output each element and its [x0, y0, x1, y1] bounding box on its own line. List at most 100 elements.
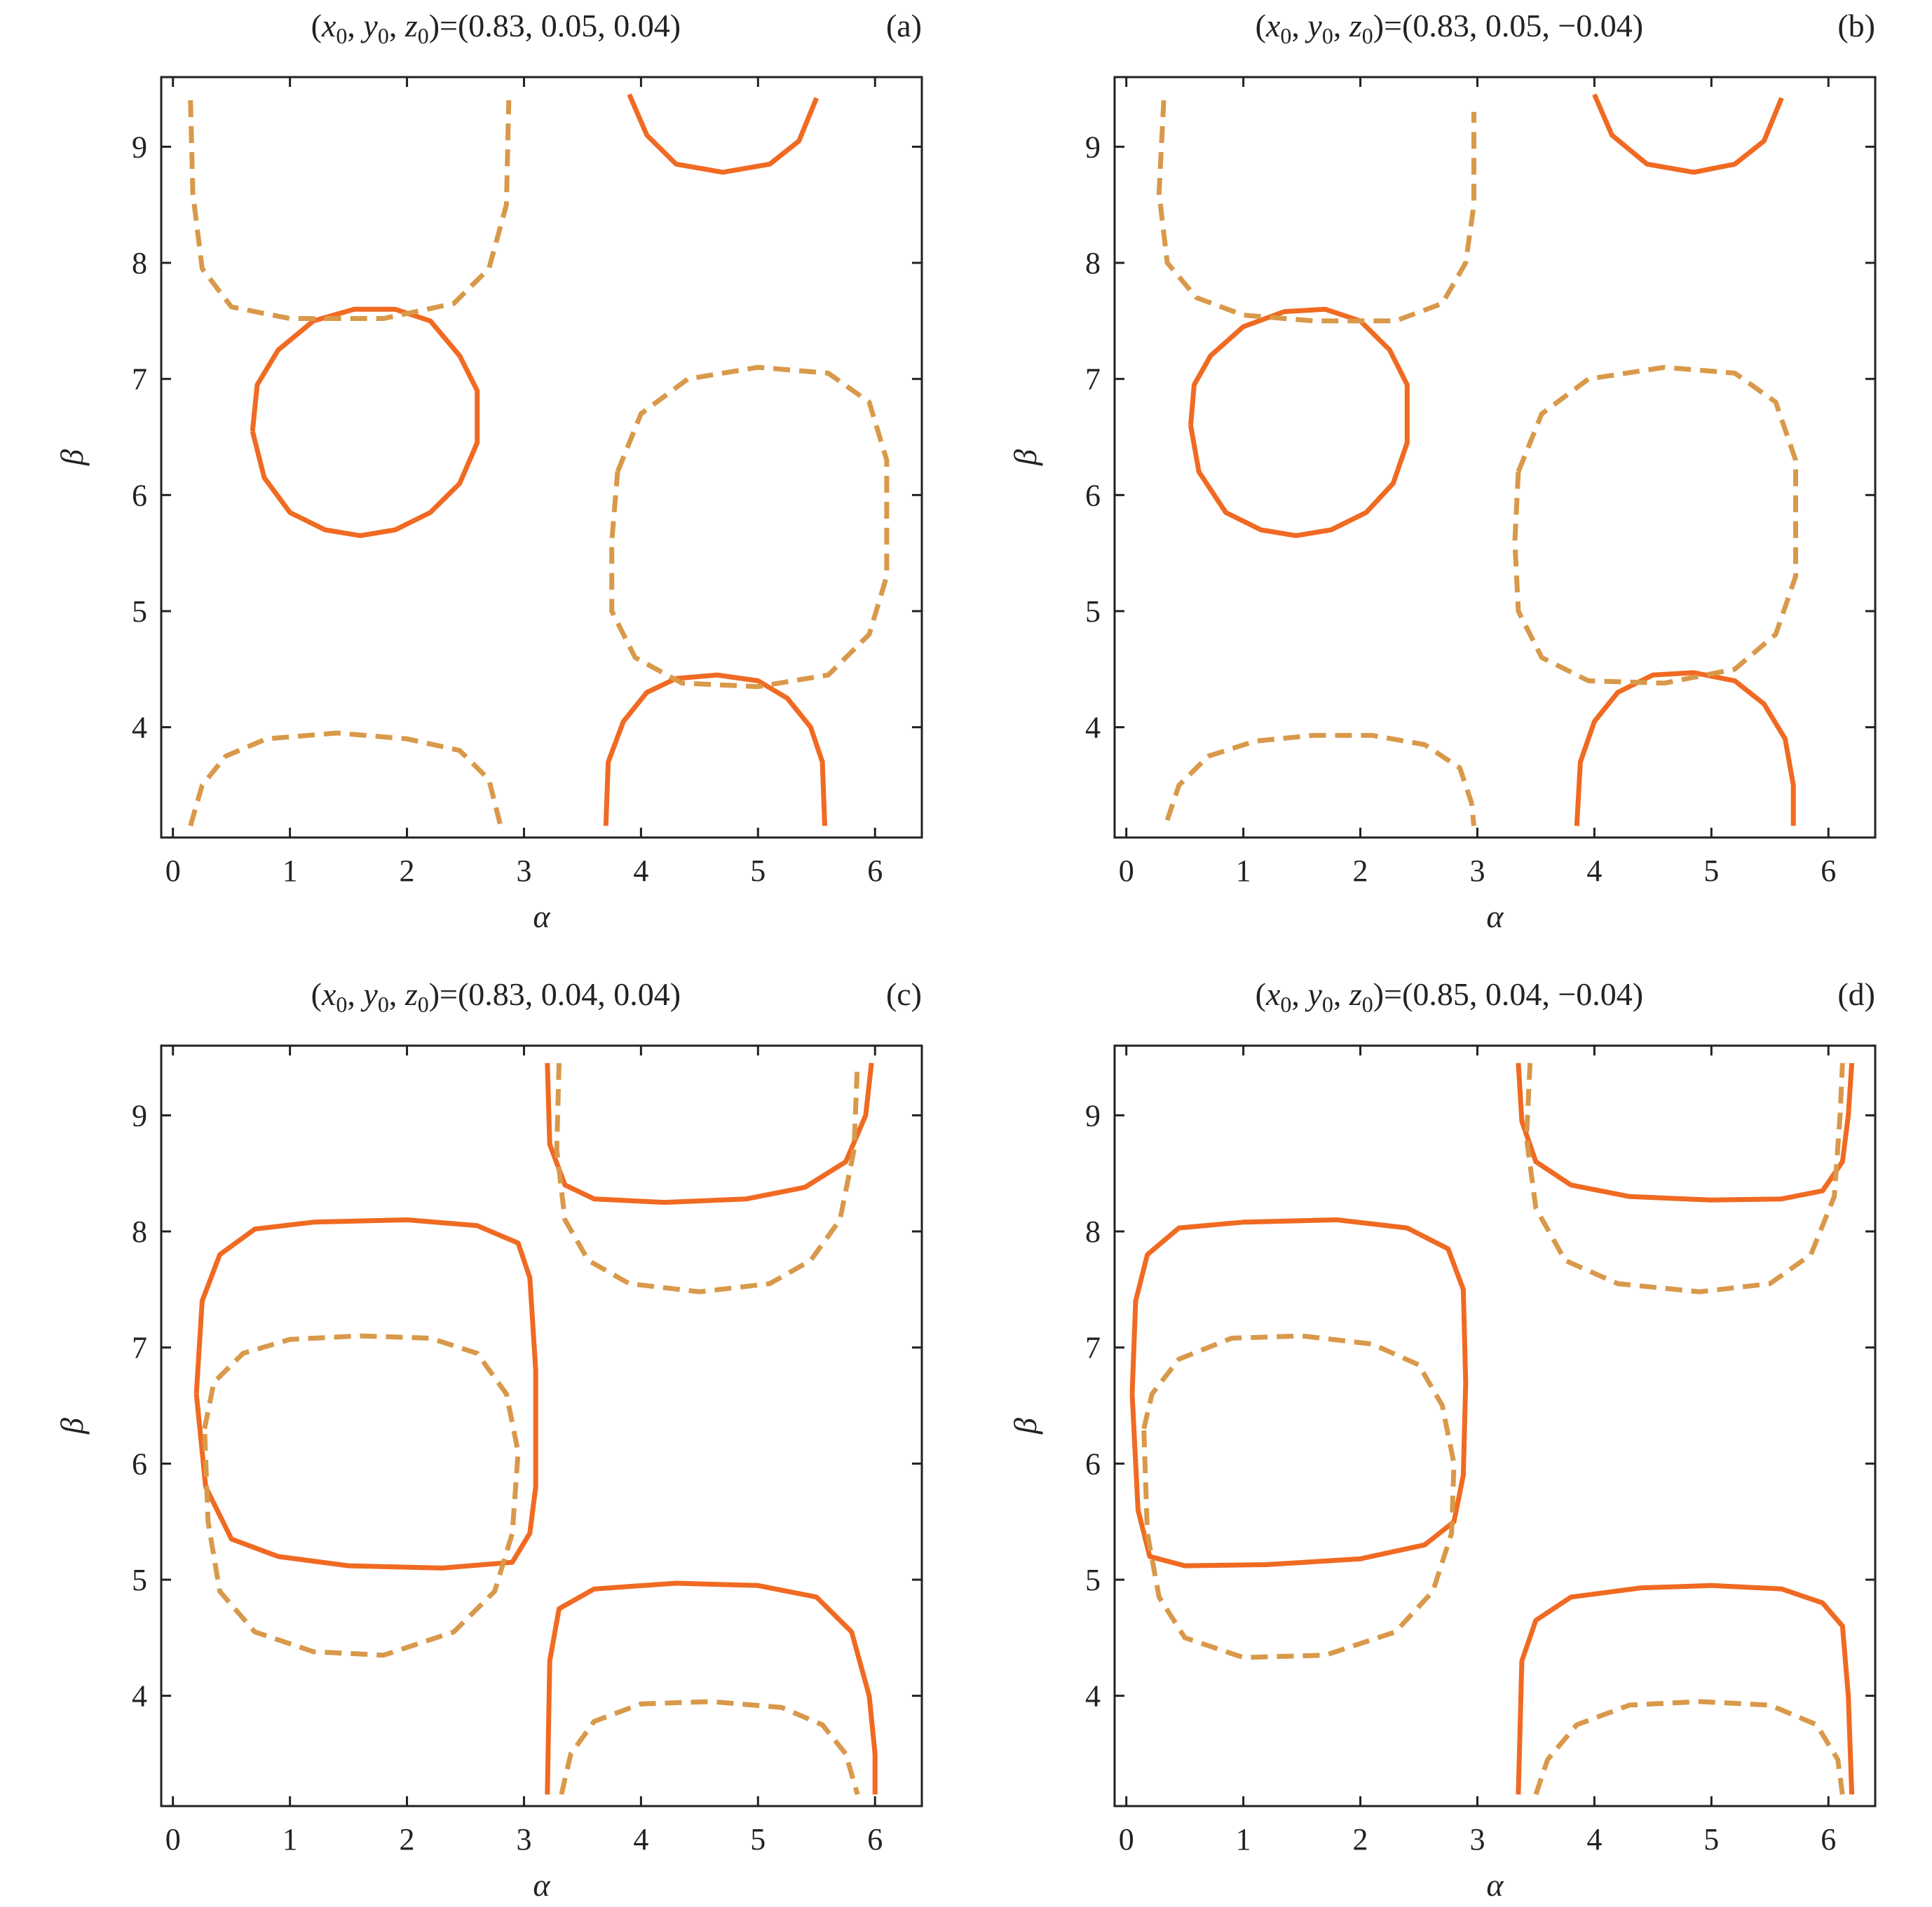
solid-contour-line: [193, 1217, 538, 1571]
x-tick-label: 4: [1586, 854, 1602, 888]
x-tick-label: 3: [1469, 854, 1485, 888]
dashed-contour-line: [1512, 364, 1798, 686]
y-tick-label: 5: [1085, 594, 1101, 629]
dashed-contour-line: [1156, 100, 1476, 324]
solid-contour-line: [250, 306, 480, 538]
dashed-contour-line: [188, 730, 503, 827]
x-tick-label: 6: [1821, 854, 1836, 888]
panel-title: (x0, y0, z0)=(0.85, 0.04, −0.04): [1256, 976, 1643, 1017]
panel-label: (b): [1837, 8, 1875, 43]
panel-label: (d): [1837, 976, 1875, 1012]
x-tick-label: 1: [283, 854, 298, 888]
y-tick-label: 6: [132, 1447, 147, 1481]
y-tick-label: 6: [1085, 478, 1101, 512]
x-tick-label: 5: [1703, 1822, 1719, 1857]
contour-curves: [188, 93, 890, 827]
y-tick-label: 7: [132, 362, 147, 397]
plot-frame: [160, 1044, 923, 1807]
y-tick-label: 4: [132, 1679, 147, 1714]
y-tick-label: 6: [132, 478, 147, 512]
panel-title: (x0, y0, z0)=(0.83, 0.05, 0.04): [311, 8, 681, 48]
solid-contour-line: [603, 672, 827, 826]
x-tick-label: 4: [1586, 1822, 1602, 1857]
x-tick-label: 0: [165, 854, 181, 888]
x-tick-label: 6: [867, 1822, 883, 1857]
y-tick-label: 8: [132, 1215, 147, 1249]
y-tick-label: 5: [1085, 1563, 1101, 1597]
y-axis-label: β: [54, 449, 90, 466]
panel-label: (a): [886, 8, 922, 43]
panels-group: 0 1 2 3 4 5 6 4 5 6 7 8 9 α β (x0, y0, z0)=(0.83, 0.05,…: [54, 8, 1877, 1903]
chart-panel-3: 0 1 2 3 4 5 6 4 5 6 7 8 9 α β (x0, y0, z0)=(0.83, 0.04,…: [54, 976, 923, 1903]
solid-contour-line: [1574, 670, 1796, 826]
y-tick-label: 9: [132, 130, 147, 164]
panel-title: (x0, y0, z0)=(0.83, 0.04, 0.04): [311, 976, 681, 1017]
y-tick-label: 4: [132, 711, 147, 745]
y-tick-label: 6: [1085, 1447, 1101, 1481]
dashed-contour-line: [554, 1062, 860, 1294]
dashed-contour-line: [1141, 1333, 1457, 1660]
y-tick-label: 7: [1085, 362, 1101, 397]
x-tick-label: 0: [165, 1822, 181, 1857]
x-tick-label: 5: [750, 1822, 766, 1857]
x-tick-label: 0: [1119, 1822, 1134, 1857]
plot-frame: [1113, 76, 1877, 839]
x-tick-label: 5: [1703, 854, 1719, 888]
y-tick-label: 8: [132, 246, 147, 280]
contour-curves: [193, 1062, 878, 1796]
dashed-contour-line: [1533, 1699, 1845, 1796]
dashed-contour-line: [1524, 1062, 1845, 1294]
y-tick-label: 7: [132, 1331, 147, 1365]
contour-curves: [1129, 1062, 1855, 1796]
x-tick-label: 0: [1119, 854, 1134, 888]
y-tick-label: 4: [1085, 711, 1101, 745]
x-tick-label: 1: [1236, 854, 1251, 888]
x-tick-label: 1: [1236, 1822, 1251, 1857]
dashed-contour-line: [202, 1333, 521, 1658]
x-axis-label: α: [1486, 898, 1504, 934]
y-tick-label: 4: [1085, 1679, 1101, 1714]
x-tick-label: 5: [750, 854, 766, 888]
x-axis-label: α: [1486, 1867, 1504, 1903]
contour-curves: [1156, 93, 1798, 826]
x-tick-label: 4: [633, 1822, 648, 1857]
x-tick-label: 4: [633, 854, 648, 888]
solid-contour-line: [545, 1580, 878, 1795]
y-tick-label: 8: [1085, 1215, 1101, 1249]
x-axis-label: α: [533, 898, 550, 934]
y-tick-label: 5: [132, 1563, 147, 1597]
y-tick-label: 9: [1085, 1098, 1101, 1133]
chart-panel-1: 0 1 2 3 4 5 6 4 5 6 7 8 9 α β (x0, y0, z0)=(0.83, 0.05,…: [54, 8, 923, 934]
panel-title: (x0, y0, z0)=(0.83, 0.05, −0.04): [1256, 8, 1643, 48]
x-axis-label: α: [533, 1867, 550, 1903]
y-tick-label: 7: [1085, 1331, 1101, 1365]
solid-contour-line: [627, 93, 819, 175]
panel-label: (c): [886, 976, 922, 1012]
solid-contour-line: [1592, 93, 1784, 175]
y-tick-label: 8: [1085, 246, 1101, 280]
x-tick-label: 3: [1469, 1822, 1485, 1857]
y-tick-label: 9: [1085, 130, 1101, 164]
chart-panel-4: 0 1 2 3 4 5 6 4 5 6 7 8 9 α β (x0, y0, z0)=(0.85, 0.04,…: [1007, 976, 1877, 1903]
solid-contour-line: [1129, 1217, 1469, 1568]
y-tick-label: 5: [132, 594, 147, 629]
x-tick-label: 3: [516, 1822, 531, 1857]
solid-contour-line: [1188, 306, 1410, 538]
y-axis-label: β: [1007, 1418, 1043, 1435]
x-tick-label: 2: [400, 854, 415, 888]
dashed-contour-line: [559, 1699, 860, 1796]
y-axis-label: β: [54, 1418, 90, 1435]
dashed-contour-line: [609, 364, 890, 690]
x-tick-label: 6: [1821, 1822, 1836, 1857]
y-tick-label: 9: [132, 1098, 147, 1133]
solid-contour-line: [1516, 1583, 1855, 1795]
dashed-contour-line: [1164, 732, 1476, 826]
chart-panel-2: 0 1 2 3 4 5 6 4 5 6 7 8 9 α β (x0, y0, z0)=(0.83, 0.05,…: [1007, 8, 1877, 934]
x-tick-label: 3: [516, 854, 531, 888]
x-tick-label: 6: [867, 854, 883, 888]
x-tick-label: 2: [400, 1822, 415, 1857]
solid-contour-line: [1516, 1062, 1855, 1203]
x-tick-label: 2: [1353, 854, 1368, 888]
dashed-contour-line: [188, 100, 512, 321]
